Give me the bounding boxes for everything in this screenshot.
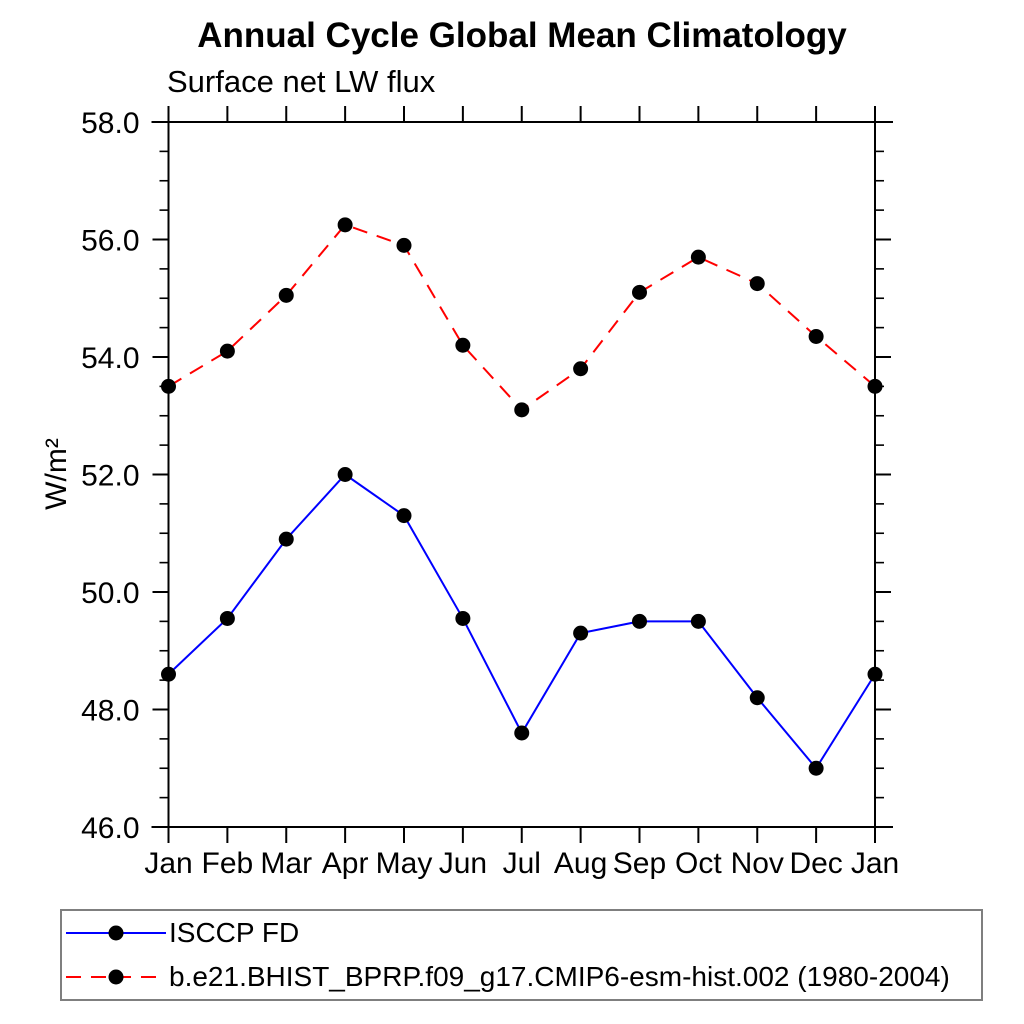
x-tick-label: Sep — [613, 847, 666, 880]
data-point-marker-1 — [219, 343, 235, 359]
x-tick-label: Oct — [675, 847, 722, 880]
data-point-marker-0 — [632, 613, 647, 629]
x-tick-label: Feb — [202, 847, 254, 880]
chart-subtitle: Surface net LW flux — [167, 64, 436, 99]
y-tick-label: 46.0 — [81, 812, 139, 845]
data-point-marker-0 — [219, 610, 235, 626]
x-tick-label: Apr — [322, 847, 369, 880]
data-point-marker-1 — [808, 328, 824, 344]
data-point-marker-0 — [573, 625, 589, 641]
data-point-marker-0 — [455, 610, 471, 626]
data-point-marker-0 — [161, 666, 176, 682]
x-tick-label: Jan — [144, 847, 192, 880]
data-point-marker-1 — [455, 337, 471, 353]
data-point-marker-0 — [278, 531, 294, 547]
legend-marker-dot — [108, 969, 124, 985]
legend-item-model: b.e21.BHIST_BPRP.f09_g17.CMIP6-esm-hist.… — [62, 955, 981, 999]
y-tick-label: 52.0 — [81, 460, 139, 493]
data-point-marker-1 — [514, 402, 530, 418]
data-point-marker-0 — [808, 760, 824, 776]
legend-item-isccp: ISCCP FD — [62, 911, 981, 955]
x-tick-label: May — [376, 847, 433, 880]
legend-marker-dot — [108, 925, 124, 941]
y-tick-label: 56.0 — [81, 225, 139, 258]
legend: ISCCP FD b.e21.BHIST_BPRP.f09_g17.CMIP6-… — [60, 909, 983, 1001]
data-point-marker-1 — [632, 284, 647, 300]
data-point-marker-0 — [749, 690, 765, 706]
legend-sample-dashed-line — [66, 969, 166, 985]
x-tick-label: Nov — [731, 847, 784, 880]
legend-sample-solid-line — [66, 925, 166, 941]
data-point-marker-1 — [867, 378, 883, 394]
data-point-marker-0 — [337, 467, 353, 482]
series-line-1 — [167, 223, 876, 412]
y-tick-label: 48.0 — [81, 695, 139, 728]
legend-label-model: b.e21.BHIST_BPRP.f09_g17.CMIP6-esm-hist.… — [169, 961, 950, 992]
x-tick-label: Jul — [503, 847, 541, 880]
data-point-marker-1 — [396, 237, 412, 253]
data-point-marker-1 — [749, 276, 765, 292]
data-point-marker-1 — [161, 378, 176, 394]
y-tick-label: 54.0 — [81, 342, 139, 375]
data-point-marker-0 — [690, 613, 706, 629]
x-tick-label: Jan — [851, 847, 899, 880]
chart-title: Annual Cycle Global Mean Climatology — [197, 16, 847, 55]
data-point-marker-0 — [867, 666, 883, 682]
x-tick-label: Mar — [260, 847, 312, 880]
data-point-marker-0 — [396, 508, 412, 524]
y-tick-label: 50.0 — [81, 577, 139, 610]
data-point-marker-0 — [514, 725, 530, 741]
legend-label-isccp: ISCCP FD — [169, 917, 300, 948]
data-point-marker-1 — [573, 361, 589, 377]
data-point-marker-1 — [690, 249, 706, 265]
data-point-marker-1 — [278, 287, 294, 303]
y-tick-label: 58.0 — [81, 107, 139, 140]
x-tick-label: Dec — [789, 847, 842, 880]
x-tick-label: Jun — [439, 847, 487, 880]
x-tick-label: Aug — [554, 847, 607, 880]
data-point-marker-1 — [337, 217, 353, 233]
series-line-0 — [167, 473, 876, 770]
